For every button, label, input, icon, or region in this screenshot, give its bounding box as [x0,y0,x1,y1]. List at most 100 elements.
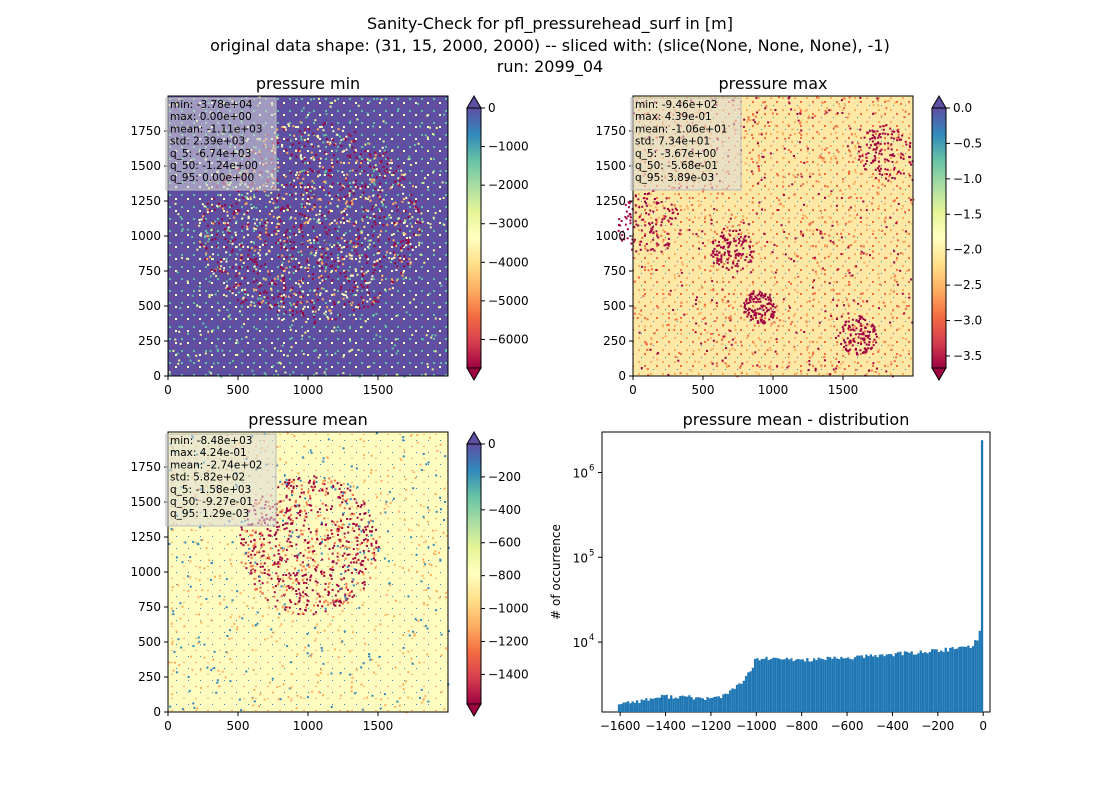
pixel [816,163,819,166]
pixel [860,337,863,340]
pixel [298,212,301,215]
pixel [341,293,344,296]
pixel [244,288,247,291]
pixel [262,291,265,294]
pixel [313,239,316,242]
pixel [859,349,862,352]
pixel [413,233,416,236]
y-tick-label: 1000 [130,229,161,243]
pixel [326,142,329,145]
pixel [329,169,332,172]
pixel [772,314,775,317]
y-tick-label: 1000 [130,565,161,579]
pixel [288,479,291,482]
pixel [379,198,382,201]
pixel [429,223,432,226]
pixel [777,325,780,328]
hist-bar [849,658,852,712]
pixel [363,502,366,505]
pixel [301,213,304,216]
pixel [288,606,291,609]
pixel [373,179,376,182]
pixel [330,568,333,571]
pixel [702,318,705,321]
pixel [282,499,285,502]
pixel [285,478,288,481]
pixel [680,332,683,335]
pixel [771,112,774,115]
pixel [852,183,855,186]
pixel [762,320,765,323]
pixel [301,579,304,582]
pixel [211,258,214,261]
pixel [655,269,658,272]
pixel [254,561,257,564]
pixel [709,301,712,304]
pixel [316,134,319,137]
pixel [762,322,765,325]
pixel [250,572,253,575]
pixel [711,362,714,365]
pixel [874,148,877,151]
pixel [312,604,315,607]
pixel [180,646,183,649]
pixel [768,318,771,321]
pixel [203,245,206,248]
pixel [395,269,398,272]
pixel [329,536,332,539]
pixel [403,221,406,224]
pixel [323,171,326,174]
pixel [735,244,738,247]
pixel [408,528,411,531]
pixel [897,153,900,156]
pixel [263,543,266,546]
pixel [401,274,404,277]
pixel [208,255,211,258]
pixel [306,578,309,581]
pixel [743,306,746,309]
pixel [253,538,256,541]
pixel [352,485,355,488]
hist-bar [754,658,757,712]
y-axis-label: # of occurrence [549,524,563,620]
pixel [393,563,396,566]
pixel [381,278,384,281]
pixel [841,111,844,114]
pixel [284,608,287,611]
hist-bar [713,696,716,712]
pixel [306,260,309,263]
pixel [207,263,210,266]
pixel [322,460,325,463]
pixel [301,278,304,281]
pixel [213,575,216,578]
pixel [837,299,840,302]
pixel [797,275,800,278]
pixel [418,241,421,244]
pixel [712,240,715,243]
pixel [348,201,351,204]
pixel [299,301,302,304]
stats-box [165,97,277,191]
pixel [285,496,288,499]
pixel [793,193,796,196]
pixel [370,174,373,177]
pixel [773,321,776,324]
hist-bar [642,700,646,712]
pixel [908,350,911,353]
pixel [879,142,882,145]
hist-bar [624,702,627,712]
pixel [204,258,207,261]
pixel [832,289,835,292]
pixel [694,360,697,363]
pixel [722,236,725,239]
pixel [269,304,272,307]
pixel [277,549,280,552]
hist-bar [783,659,786,712]
pixel [291,247,294,250]
pixel [308,111,311,114]
pixel [744,162,747,165]
pixel [286,432,289,435]
pixel [246,228,249,231]
pixel [789,323,792,326]
pixel [229,629,232,632]
